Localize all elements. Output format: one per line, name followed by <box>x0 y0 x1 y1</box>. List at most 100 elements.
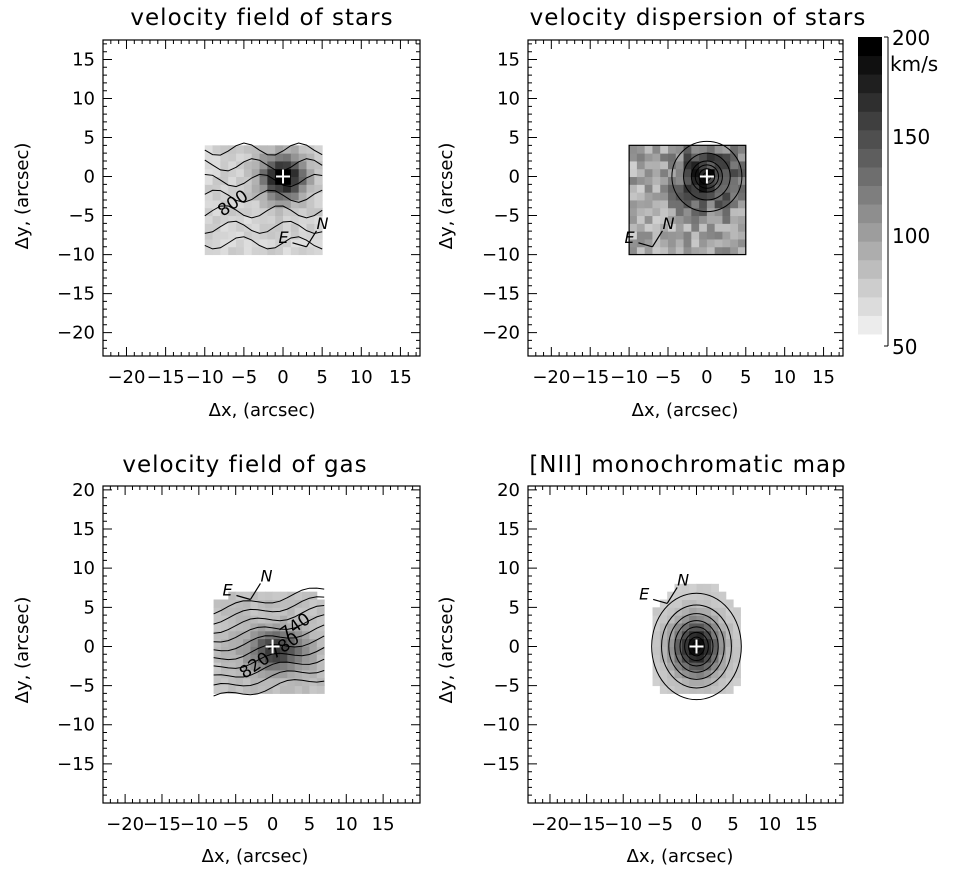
field-border <box>628 144 747 256</box>
heatmap-cell <box>733 646 741 655</box>
y-tick-label: −5 <box>493 206 520 227</box>
heatmap-cell <box>243 646 251 655</box>
heatmap-cell <box>265 646 274 655</box>
heatmap-cell <box>290 153 300 162</box>
heatmap-cell <box>228 685 237 694</box>
heatmap-cell <box>279 615 288 624</box>
heatmap-cell <box>220 184 229 193</box>
heatmap-cell <box>699 215 708 224</box>
heatmap-cell <box>636 192 646 201</box>
heatmap-cell <box>243 662 251 671</box>
heatmap-cell <box>696 677 705 687</box>
x-tick-label: 0 <box>267 814 278 835</box>
heatmap-cell <box>265 638 274 647</box>
contour-line <box>213 587 325 615</box>
heatmap-cell <box>235 607 244 616</box>
heatmap-cell <box>722 192 731 201</box>
heatmap-cell <box>706 215 716 224</box>
heatmap-cell <box>316 646 325 655</box>
heatmap-cell <box>718 591 727 600</box>
x-tick-label: 5 <box>727 814 738 835</box>
heatmap-cell <box>290 223 300 232</box>
heatmap-cell <box>681 677 690 687</box>
heatmap-cell <box>275 160 284 170</box>
x-tick-label: 0 <box>701 367 712 388</box>
heatmap-cell <box>228 669 237 679</box>
heatmap-cell <box>703 677 712 687</box>
heatmap-cell <box>730 215 739 224</box>
heatmap-cell <box>251 207 261 217</box>
x-tick-label: −5 <box>231 367 258 388</box>
heatmap-cell <box>243 246 253 256</box>
heatmap-cell <box>220 630 229 640</box>
heatmap-cell <box>235 685 244 694</box>
heatmap-cell <box>683 199 692 209</box>
heatmap-cell <box>314 223 323 232</box>
heatmap-cell <box>711 685 719 694</box>
heatmap-cell <box>683 184 692 193</box>
heatmap-cell <box>213 638 222 647</box>
heatmap-cell <box>283 215 292 224</box>
heatmap-cell <box>668 215 677 224</box>
heatmap-cell <box>667 599 676 608</box>
heatmap-cell <box>294 630 303 640</box>
heatmap-cell <box>699 238 708 248</box>
heatmap-cell <box>629 223 638 232</box>
heatmap-cell <box>236 238 245 248</box>
heatmap-cell <box>294 685 303 694</box>
heatmap-cell <box>681 622 690 632</box>
y-tick-label: 10 <box>497 558 520 579</box>
heatmap-cell <box>660 231 669 240</box>
y-tick-label: 5 <box>509 597 520 618</box>
heatmap-cell <box>275 192 284 201</box>
heatmap-cell <box>220 599 229 608</box>
heatmap-cell <box>660 246 669 256</box>
heatmap-cell <box>699 223 708 232</box>
heatmap-cell <box>659 685 668 694</box>
panel-nii-map: [NII] monochromatic map NE −20−15−10 −5 0 5… <box>436 452 846 867</box>
heatmap-cell <box>730 153 739 162</box>
heatmap-cell <box>730 199 739 209</box>
heatmap-cell <box>302 599 310 608</box>
heatmap-cell <box>689 630 697 640</box>
heatmap-cell <box>236 231 245 240</box>
colorbar-segment <box>858 296 882 316</box>
heatmap-cell <box>306 153 315 162</box>
heatmap-cell <box>228 176 237 185</box>
heatmap-cell <box>287 607 296 616</box>
heatmap-cell <box>228 223 237 232</box>
heatmap-cell <box>302 638 310 647</box>
heatmap-cell <box>711 591 719 600</box>
heatmap-cell <box>279 591 288 600</box>
heatmap-cell <box>668 153 677 162</box>
heatmap-cell <box>733 630 741 640</box>
heatmap-cell <box>652 184 661 193</box>
heatmap-cell <box>667 591 676 600</box>
heatmap-cell <box>703 599 712 608</box>
heatmap-cell <box>652 176 661 185</box>
colorbar-tick-label: 50 <box>892 335 917 359</box>
heatmap-cell <box>250 662 259 671</box>
heatmap-cell <box>314 184 323 193</box>
heatmap-cell <box>706 192 716 201</box>
heatmap-cell <box>706 246 716 256</box>
heatmap-cell <box>265 654 274 663</box>
heatmap-cell <box>644 207 653 217</box>
heatmap-cell <box>691 192 700 201</box>
heatmap-cell <box>706 223 716 232</box>
heatmap-cell <box>668 238 677 248</box>
heatmap-cell <box>298 168 308 178</box>
heatmap-layer <box>652 583 741 694</box>
colorbar-segment <box>858 37 882 57</box>
heatmap-cell <box>272 677 281 687</box>
heatmap-cell <box>660 184 669 193</box>
heatmap-cell <box>696 662 705 671</box>
heatmap-cell <box>204 176 214 185</box>
heatmap-cell <box>667 622 676 632</box>
heatmap-cell <box>294 622 303 632</box>
heatmap-cell <box>228 238 237 248</box>
heatmap-cell <box>738 215 747 224</box>
heatmap-cell <box>257 607 266 616</box>
heatmap-cell <box>706 176 716 185</box>
y-axis-label: Δy, (arcsec) <box>436 143 457 250</box>
